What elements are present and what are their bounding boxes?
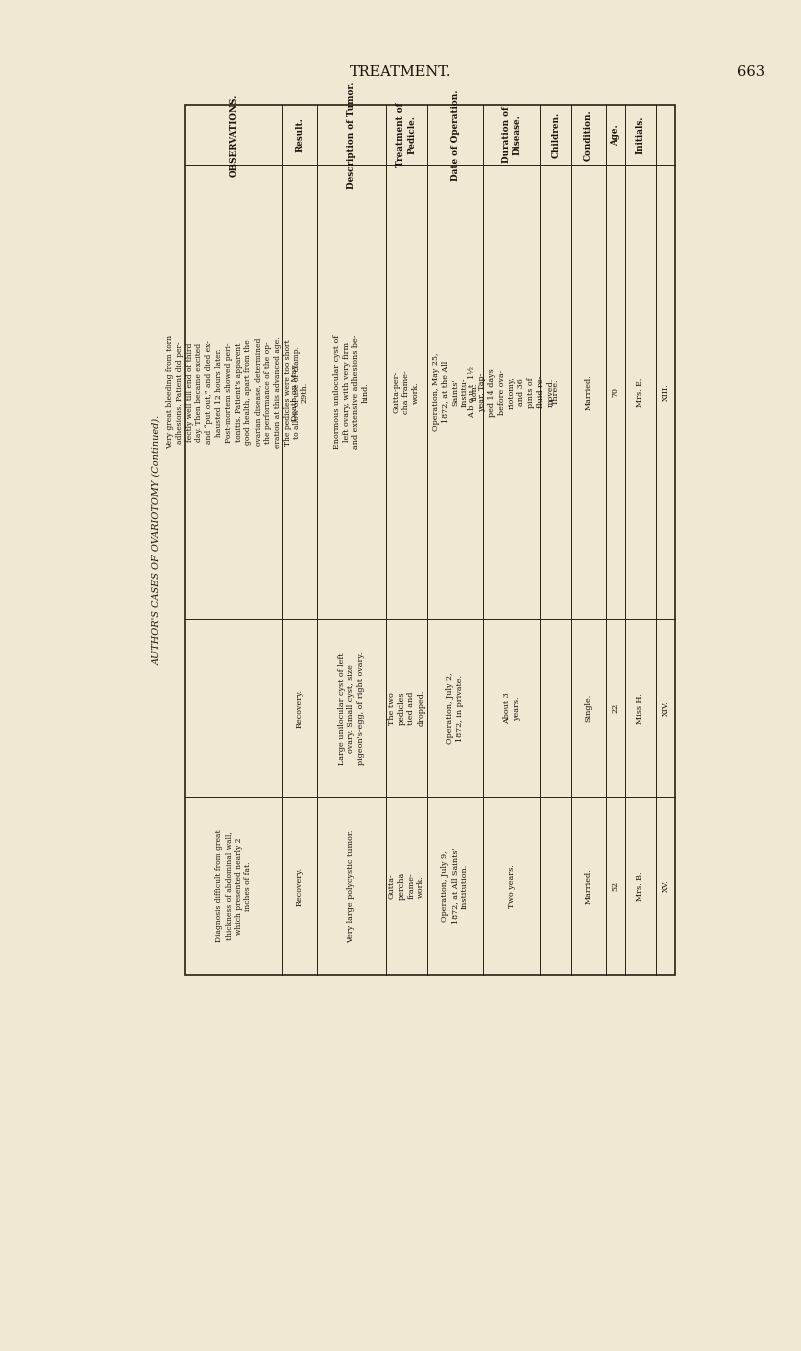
Text: Recovery.: Recovery. [296,866,304,905]
Text: 663: 663 [737,65,765,78]
Text: Mrs. E.: Mrs. E. [637,377,645,407]
Text: Gutta-per-
cha frame-
work.: Gutta-per- cha frame- work. [392,370,421,413]
Text: 70: 70 [611,388,619,397]
Text: The two
pedicles
tied and
dropped.: The two pedicles tied and dropped. [388,690,425,727]
Text: 22: 22 [611,703,619,713]
Text: Age.: Age. [611,124,620,146]
Text: Children.: Children. [551,112,560,158]
Text: Miss H.: Miss H. [637,693,645,724]
Bar [185,105,675,975]
Text: Married.: Married. [585,869,593,904]
Text: Three.: Three. [552,378,560,405]
Text: Enormous unilocular cyst of
left ovary, with very firm
and extensive adhesions b: Enormous unilocular cyst of left ovary, … [332,335,370,450]
Text: Very large polycystic tumor.: Very large polycystic tumor. [348,830,356,943]
Text: TREATMENT.: TREATMENT. [350,65,451,78]
Text: XIII.: XIII. [662,384,670,401]
Text: Treatment of
Pedicle.: Treatment of Pedicle. [396,103,417,168]
Text: Single.: Single. [585,694,593,723]
Text: Large unilocular cyst of left
ovary. Small cyst, size
pigeon's-egg, of right ova: Large unilocular cyst of left ovary. Sma… [338,651,365,765]
Text: OBSERVATIONS.: OBSERVATIONS. [229,93,238,177]
Text: Operation, May 25,
1872, at the All
Saints'
Institu-
tion.: Operation, May 25, 1872, at the All Sain… [432,353,479,431]
Text: Date of Operation.: Date of Operation. [451,89,460,181]
Text: Operation, July 2,
1872, in private.: Operation, July 2, 1872, in private. [446,673,464,744]
Text: Operation, July 9,
1872, at All Saints'
Institution.: Operation, July 9, 1872, at All Saints' … [441,848,469,924]
Text: Recovery.: Recovery. [296,689,304,728]
Text: Married.: Married. [585,374,593,409]
Text: Very great bleeding from torn
adhesions. Patient did per-
fectly well till end o: Very great bleeding from torn adhesions.… [166,335,301,450]
Text: A b o u t  1½
year. Tap-
ped 14 days
before ova-
riotomy,
and 36
pints of
fluid : A b o u t 1½ year. Tap- ped 14 days befo… [469,366,555,419]
Text: XIV.: XIV. [662,700,670,716]
Text: About 3
years.: About 3 years. [503,693,521,724]
Text: Duration of
Disease.: Duration of Disease. [501,107,521,163]
Text: XV.: XV. [662,880,670,893]
Text: 52: 52 [611,881,619,892]
Text: AUTHOR'S CASES OF OVARIOTOMY (Continued).: AUTHOR'S CASES OF OVARIOTOMY (Continued)… [152,415,162,665]
Text: Result.: Result. [295,118,304,153]
Text: Description of Tumor.: Description of Tumor. [347,81,356,189]
Text: Gutta-
percha
frame-
work.: Gutta- percha frame- work. [388,871,425,900]
Text: Condition.: Condition. [584,109,593,161]
Text: Mrs. B.: Mrs. B. [637,871,645,901]
Text: Diagnosis difficult from great
thickness of abdominal wall,
which presented near: Diagnosis difficult from great thickness… [215,830,252,943]
Text: Two years.: Two years. [508,865,516,908]
Text: Initials.: Initials. [636,116,645,154]
Text: Death on May
29th.: Death on May 29th. [291,363,308,420]
